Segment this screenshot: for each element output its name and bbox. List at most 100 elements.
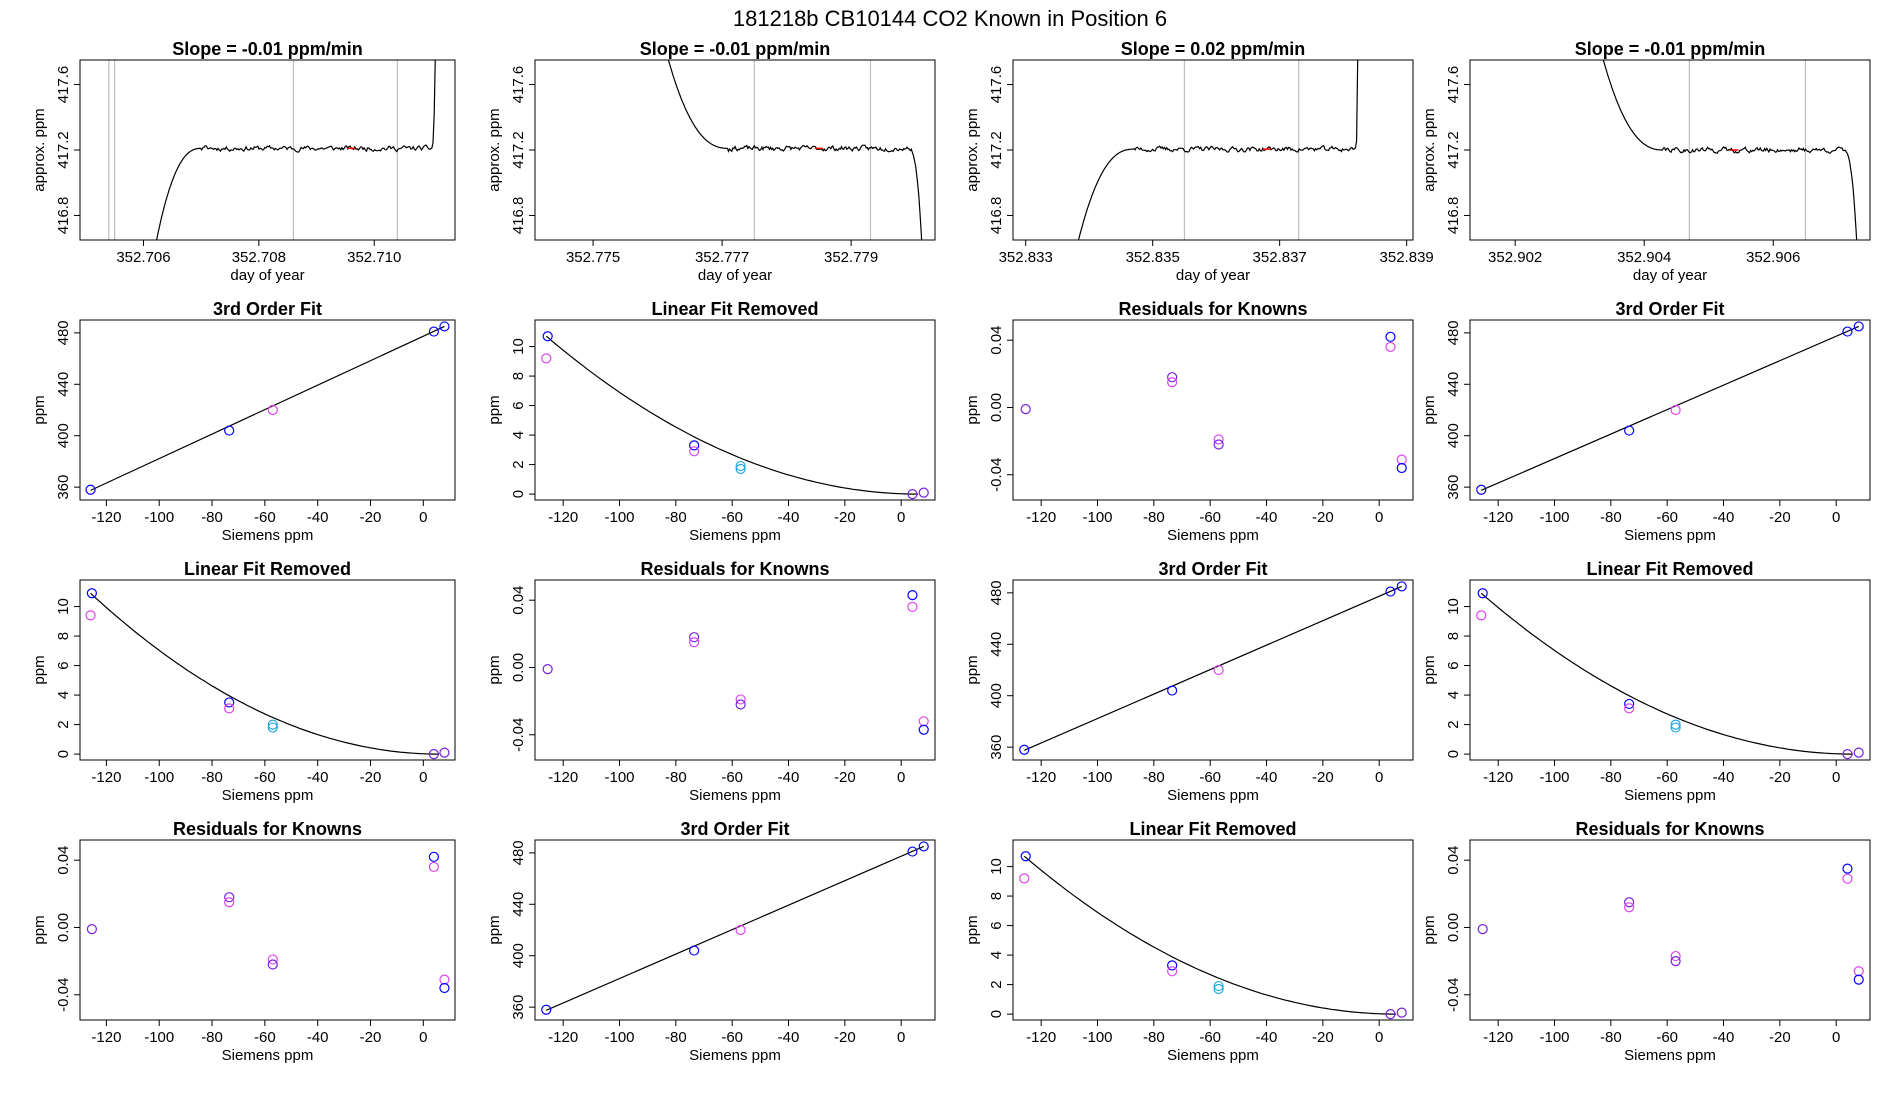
data-point bbox=[267, 959, 278, 970]
plot-area bbox=[85, 588, 450, 760]
plot-frame bbox=[79, 319, 456, 501]
y-tick-label: 0 bbox=[510, 490, 527, 498]
fit-curve bbox=[1480, 592, 1854, 755]
x-tick-label: -20 bbox=[360, 1029, 382, 1046]
y-tick-label: 440 bbox=[988, 632, 1005, 657]
x-axis-label: Siemens ppm bbox=[1624, 1047, 1716, 1064]
y-tick-label: 8 bbox=[1445, 632, 1462, 640]
x-tick-label: -40 bbox=[778, 1029, 800, 1046]
y-tick-label: 0 bbox=[988, 1010, 1005, 1018]
data-point bbox=[439, 982, 450, 994]
y-tick-label: 0.04 bbox=[510, 586, 527, 615]
data-point bbox=[735, 699, 746, 710]
x-tick-label: 352.902 bbox=[1488, 249, 1542, 266]
x-tick-label: -80 bbox=[1600, 769, 1622, 786]
y-tick-label: 417.6 bbox=[1445, 66, 1462, 104]
data-point bbox=[1213, 434, 1224, 445]
x-tick-label: -60 bbox=[1199, 769, 1221, 786]
panel-title: 3rd Order Fit bbox=[213, 299, 322, 319]
plot-area bbox=[1020, 331, 1407, 474]
panel-title: Residuals for Knowns bbox=[1575, 819, 1764, 839]
y-tick-label: 0.00 bbox=[55, 913, 72, 942]
data-point bbox=[907, 488, 918, 500]
data-point bbox=[1624, 902, 1635, 913]
data-point bbox=[1167, 372, 1178, 383]
data-point bbox=[1167, 685, 1178, 696]
y-axis-label: ppm bbox=[964, 655, 981, 684]
x-tick-label: 352.775 bbox=[566, 249, 620, 266]
plot-area bbox=[1476, 588, 1864, 760]
x-tick-label: -120 bbox=[1026, 509, 1056, 526]
y-axis-label: ppm bbox=[486, 915, 503, 944]
x-tick-label: -20 bbox=[1312, 1029, 1334, 1046]
data-point bbox=[689, 637, 700, 648]
x-tick-label: 352.835 bbox=[1126, 249, 1180, 266]
plot-area bbox=[541, 841, 929, 1015]
y-axis-label: ppm bbox=[486, 395, 503, 424]
x-tick-label: -120 bbox=[91, 1029, 121, 1046]
y-axis-label: ppm bbox=[31, 395, 48, 424]
y-tick-label: 0.04 bbox=[55, 846, 72, 875]
x-tick-label: -40 bbox=[1256, 509, 1278, 526]
plot-area bbox=[85, 321, 450, 495]
y-tick-label: 2 bbox=[1445, 720, 1462, 728]
x-tick-label: -80 bbox=[1143, 509, 1165, 526]
data-point bbox=[1842, 748, 1853, 760]
data-point bbox=[541, 353, 552, 364]
data-point bbox=[1396, 1007, 1407, 1018]
data-point bbox=[1853, 974, 1864, 985]
data-point bbox=[1476, 484, 1487, 495]
x-tick-label: -120 bbox=[91, 509, 121, 526]
x-tick-label: -100 bbox=[604, 1029, 634, 1046]
plot-frame bbox=[79, 839, 456, 1021]
plot-frame bbox=[1469, 839, 1871, 1021]
data-point bbox=[735, 460, 746, 472]
panel-3-2: Residuals for Knowns -120 -100 -80 -60 -40 -20… bbox=[486, 559, 936, 804]
data-point bbox=[1385, 341, 1396, 353]
y-tick-label: 480 bbox=[510, 840, 527, 865]
data-point bbox=[689, 632, 700, 643]
y-tick-label: -0.04 bbox=[1445, 978, 1462, 1012]
data-point bbox=[224, 425, 235, 436]
y-tick-label: -0.04 bbox=[55, 978, 72, 1012]
plot-frame bbox=[534, 319, 936, 501]
x-tick-label: -120 bbox=[1026, 1029, 1056, 1046]
y-tick-label: 480 bbox=[988, 580, 1005, 605]
data-point bbox=[1020, 404, 1031, 415]
x-tick-label: 0 bbox=[1375, 769, 1383, 786]
x-tick-label: -40 bbox=[1713, 509, 1735, 526]
x-tick-label: -100 bbox=[604, 769, 634, 786]
data-point bbox=[541, 1004, 552, 1015]
panel-title: Linear Fit Removed bbox=[1129, 819, 1296, 839]
plot-area bbox=[1019, 581, 1407, 755]
y-tick-label: 416.8 bbox=[55, 197, 72, 235]
y-tick-label: 400 bbox=[510, 943, 527, 968]
x-tick-label: 352.839 bbox=[1380, 249, 1434, 266]
x-tick-label: -40 bbox=[778, 509, 800, 526]
panel-title: 3rd Order Fit bbox=[680, 819, 789, 839]
panel-4-1: Residuals for Knowns -120 -100 -80 -60 -40 -20… bbox=[31, 819, 456, 1064]
data-point bbox=[1167, 377, 1178, 388]
plot-area bbox=[541, 331, 929, 500]
x-axis-label: Siemens ppm bbox=[222, 527, 314, 544]
data-point bbox=[735, 924, 746, 936]
x-tick-label: -40 bbox=[1256, 1029, 1278, 1046]
x-tick-label: -120 bbox=[548, 509, 578, 526]
data-point bbox=[1019, 744, 1030, 755]
data-point bbox=[542, 331, 553, 342]
panel-title: Slope = -0.01 ppm/min bbox=[1575, 39, 1766, 59]
data-point bbox=[1213, 439, 1224, 450]
y-tick-label: 360 bbox=[55, 475, 72, 500]
x-axis-label: Siemens ppm bbox=[689, 1047, 781, 1064]
x-tick-label: -80 bbox=[1600, 509, 1622, 526]
data-point bbox=[1670, 719, 1681, 730]
data-point bbox=[267, 404, 278, 416]
x-tick-label: 352.777 bbox=[695, 249, 749, 266]
x-axis-label: day of year bbox=[230, 267, 304, 284]
y-tick-label: 8 bbox=[988, 892, 1005, 900]
x-tick-label: -60 bbox=[254, 509, 276, 526]
data-point bbox=[1670, 722, 1681, 733]
data-point bbox=[1624, 425, 1635, 436]
y-tick-label: -0.04 bbox=[988, 458, 1005, 492]
x-tick-label: 0 bbox=[1375, 509, 1383, 526]
